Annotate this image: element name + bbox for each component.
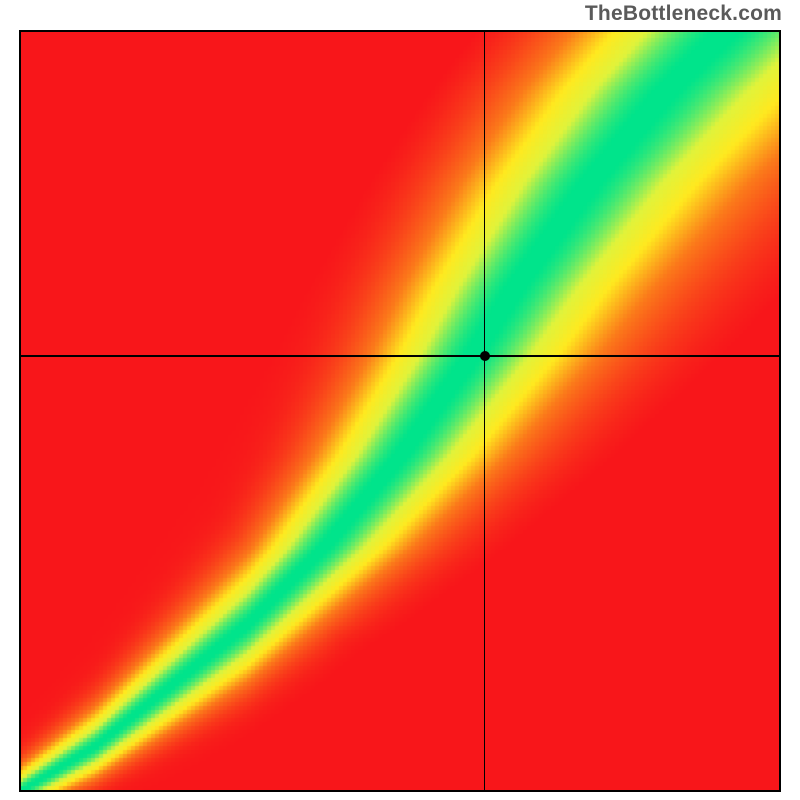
plot-border (19, 30, 781, 792)
crosshair-marker (480, 351, 490, 361)
chart-container: TheBottleneck.com (0, 0, 800, 800)
crosshair-vertical (484, 30, 486, 792)
watermark-text: TheBottleneck.com (585, 2, 782, 26)
crosshair-horizontal (19, 355, 781, 357)
